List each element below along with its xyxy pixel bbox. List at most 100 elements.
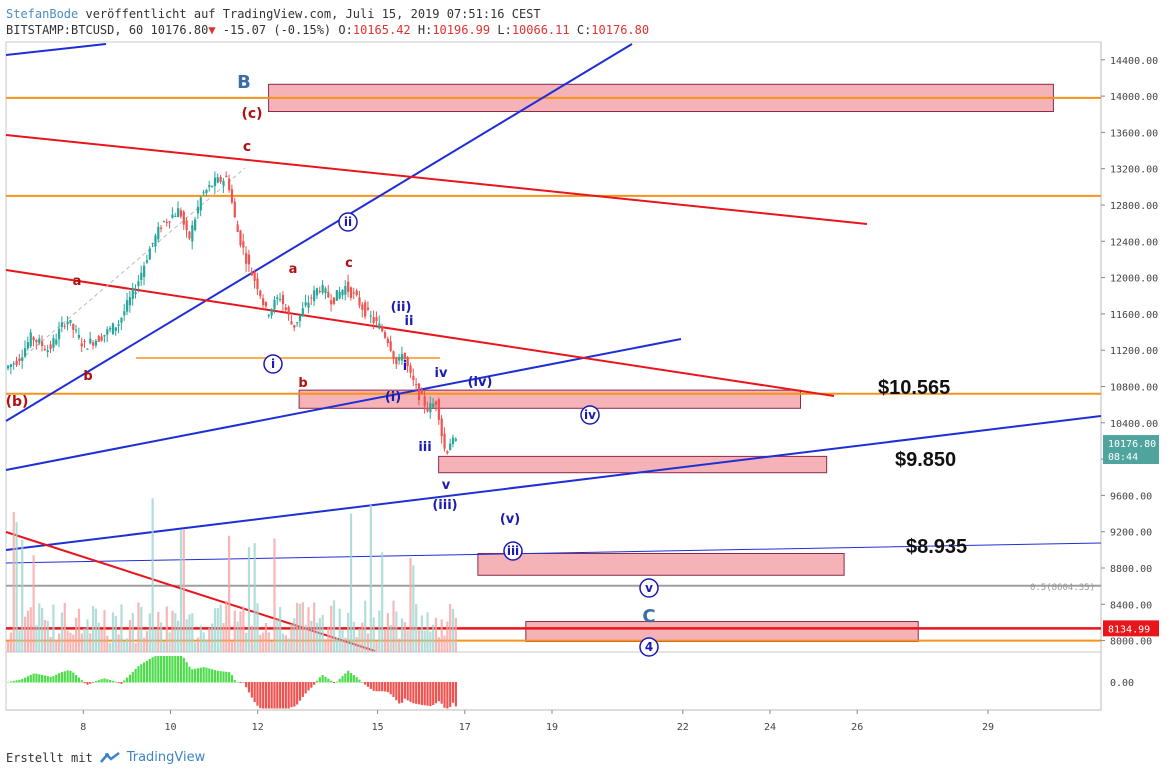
volume-bar [41, 607, 44, 652]
volume-bar [114, 615, 117, 652]
candle-body [12, 363, 15, 365]
candle-body [395, 357, 398, 365]
volume-bar [281, 633, 285, 652]
candle-body [281, 295, 285, 304]
candle-body [216, 177, 219, 183]
histogram-bar [247, 682, 251, 693]
histogram-bar [347, 670, 350, 683]
candle-body [347, 281, 350, 292]
volume-bar [191, 613, 194, 652]
candle-body [344, 285, 347, 295]
histogram-bar [137, 666, 140, 683]
histogram-bar [32, 673, 35, 683]
histogram-bar [128, 674, 132, 683]
candle-body [168, 221, 171, 223]
histogram-bar [52, 676, 55, 683]
histogram-bar [236, 681, 239, 683]
wave-label-circle [263, 354, 283, 374]
histogram-bar [279, 682, 282, 709]
candle-body [199, 197, 202, 211]
volume-bar [259, 634, 262, 652]
histogram-bar [160, 656, 163, 683]
candle-body [7, 365, 10, 369]
histogram-bar [349, 672, 353, 683]
volume-bar [386, 613, 389, 652]
candle-body [225, 175, 228, 177]
histogram-bar [94, 681, 98, 683]
histogram-bar [415, 682, 418, 704]
candle-body [287, 306, 290, 315]
chart-header: StefanBode veröffentlicht auf TradingVie… [6, 6, 649, 38]
price-chart[interactable]: 14400.00 14000.00 13600.00 13200.00 12800.00… [0, 0, 1171, 745]
histogram-bar [75, 675, 78, 683]
histogram-bar [131, 671, 134, 683]
histogram-bar [72, 672, 75, 683]
histogram-bar [12, 680, 15, 683]
histogram-bar [417, 682, 421, 705]
candle-body [145, 260, 149, 263]
y-tick-label: 10400.00 [1110, 419, 1158, 430]
histogram-bar [179, 656, 183, 683]
candle-body [46, 350, 49, 353]
candle-body [134, 292, 137, 295]
candle-body [321, 285, 324, 293]
volume-bar [392, 600, 395, 652]
candle-body [205, 189, 208, 194]
author-name[interactable]: StefanBode [6, 7, 79, 21]
candle-body [264, 302, 268, 307]
histogram-bar [109, 680, 112, 683]
histogram-bar [35, 673, 38, 683]
candle-body [117, 324, 120, 326]
wave-label: i [403, 359, 407, 374]
volume-bar [250, 625, 253, 652]
volume-bar [194, 642, 197, 652]
histogram-bar [293, 682, 296, 707]
histogram-bar [434, 682, 438, 704]
wave-label: iii [507, 544, 519, 558]
y-tick-label: 8800.00 [1110, 564, 1152, 575]
symbol-label[interactable]: BITSTAMP:BTCUSD, 60 [6, 23, 144, 37]
volume-bar [182, 528, 185, 652]
volume-bar [213, 608, 217, 652]
candle-body [9, 364, 13, 368]
tradingview-brand[interactable]: TradingView [126, 750, 206, 765]
volume-bar [211, 623, 214, 652]
candle-body [24, 348, 27, 357]
volume-bar [239, 611, 242, 652]
candle-body [364, 302, 367, 317]
candle-body [179, 210, 183, 217]
candle-body [131, 288, 134, 299]
histogram-bar [97, 680, 100, 683]
last-price: 10176.80 [150, 23, 209, 37]
candle-body [38, 338, 41, 344]
histogram-bar [188, 666, 191, 683]
histogram-bar [171, 656, 174, 683]
volume-bar [89, 633, 92, 652]
histogram-bar [143, 662, 146, 683]
candle-body [140, 272, 143, 280]
histogram-bar [211, 669, 214, 683]
candle-body [106, 329, 109, 335]
volume-bar [52, 604, 55, 652]
histogram-bar [145, 660, 149, 683]
created-with-label: Erstellt mit [6, 750, 93, 765]
x-tick-label: 24 [764, 722, 776, 733]
candle-body [381, 326, 384, 332]
candle-body [239, 230, 242, 245]
volume-bar [440, 619, 443, 652]
volume-bar [318, 618, 321, 652]
wave-label-circle [639, 637, 659, 657]
volume-bar [437, 637, 440, 652]
candle-body [182, 211, 185, 225]
candle-body [77, 334, 81, 338]
volume-bar [381, 552, 384, 652]
low-label: L: [497, 23, 512, 37]
volume-bar [443, 635, 446, 652]
histogram-bar [225, 671, 228, 683]
x-tick-label: 12 [252, 722, 264, 733]
volume-bar [222, 623, 225, 652]
volume-bar [157, 611, 160, 652]
volume-bar [109, 642, 112, 652]
wave-label: v [442, 478, 451, 493]
volume-bar [26, 610, 30, 652]
